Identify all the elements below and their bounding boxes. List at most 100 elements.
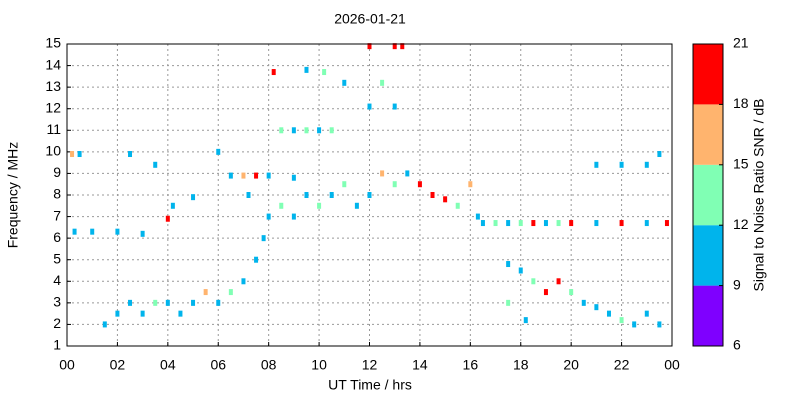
point [77,151,82,158]
point [657,151,662,158]
point [153,161,158,168]
point [216,148,221,155]
point [367,103,372,110]
point [140,310,145,317]
point [475,213,480,220]
y-tick-label: 13 [45,78,61,94]
point [523,317,528,324]
point [619,161,624,168]
x-tick-label: 16 [463,357,479,373]
point [322,69,327,76]
point [317,127,322,134]
y-tick-label: 8 [53,186,61,202]
colorbar-band [693,285,723,346]
point [128,299,133,306]
point [619,220,624,227]
point [480,220,485,227]
point [468,181,473,188]
point [506,220,511,227]
point [392,103,397,110]
point [518,220,523,227]
y-tick-label: 9 [53,164,61,180]
point [254,172,259,179]
point [241,278,246,285]
point [203,289,208,296]
x-tick-label: 12 [362,357,378,373]
point [228,289,233,296]
point [594,161,599,168]
y-tick-label: 14 [45,56,61,72]
x-tick-label: 08 [261,357,277,373]
point [291,127,296,134]
point [606,310,611,317]
point [392,181,397,188]
point [354,202,359,209]
point [443,196,448,203]
point [380,79,385,86]
point [153,299,158,306]
point [405,170,410,177]
point [266,213,271,220]
point [543,220,548,227]
point [619,317,624,324]
point [291,213,296,220]
point [291,174,296,181]
point [380,170,385,177]
point [367,43,372,50]
x-tick-label: 00 [59,357,75,373]
point [304,66,309,73]
point [72,228,77,235]
point [594,220,599,227]
point [304,192,309,198]
point [569,220,574,227]
x-tick-label: 10 [311,357,327,373]
point [304,127,309,134]
x-tick-label: 18 [513,357,529,373]
colorbar-band [693,104,723,165]
point [657,321,662,328]
point [317,202,322,209]
point [165,215,170,222]
y-tick-label: 3 [53,294,61,310]
point [543,289,548,296]
colorbar-frame [692,43,724,347]
point [392,43,397,50]
colorbar-tick-label: 9 [733,276,741,292]
y-tick-label: 11 [46,121,61,137]
point [140,230,145,237]
point [518,267,523,274]
point [342,79,347,86]
y-axis-label: Frequency / MHz [5,142,21,249]
colorbar-band [693,225,723,286]
y-tick-label: 15 [45,35,61,51]
point [241,172,246,179]
point [493,220,498,227]
colorbar-band [693,164,723,226]
point [102,321,107,328]
point [644,220,649,227]
y-tick-label: 4 [53,272,61,288]
point [254,256,259,263]
point [644,310,649,317]
point [261,235,266,242]
point [342,181,347,188]
x-axis-label: UT Time / hrs [328,377,412,393]
point [664,220,669,227]
colorbar-label: Signal to Noise Ratio SNR / dB [751,99,767,292]
x-tick-label: 20 [563,357,579,373]
point [246,192,251,198]
point [531,220,536,227]
point [329,127,334,134]
colorbar-tick-label: 18 [733,95,749,111]
point [400,43,405,50]
point [170,202,175,209]
point [128,151,133,158]
x-tick-label: 14 [412,357,428,373]
point [228,172,233,179]
point [569,289,574,296]
point [367,192,372,198]
colorbar-tick-label: 12 [733,216,749,232]
x-tick-label: 22 [614,357,630,373]
point [165,299,170,306]
colorbar-tick-label: 15 [733,156,749,172]
